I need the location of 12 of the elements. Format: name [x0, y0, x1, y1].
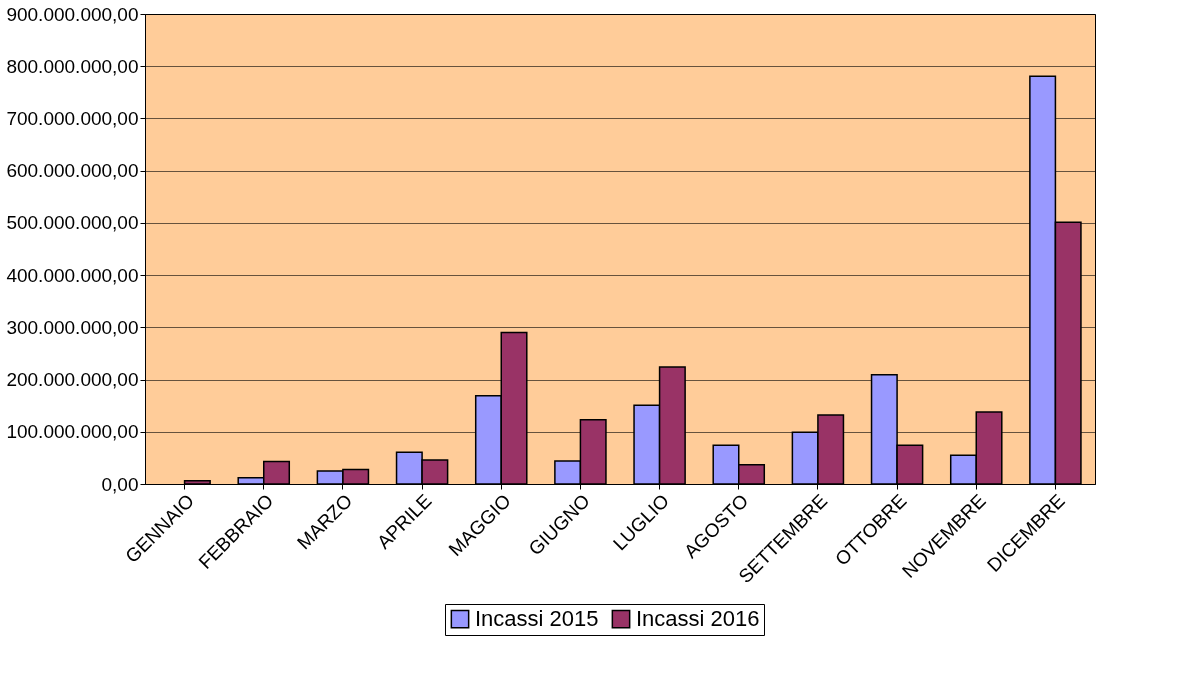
y-tick-label: 600.000.000,00 [6, 160, 139, 182]
y-tick-label: 100.000.000,00 [6, 421, 139, 443]
y-tick-label: 700.000.000,00 [6, 107, 139, 129]
y-tick-label: 800.000.000,00 [6, 55, 139, 77]
y-tick-label: 500.000.000,00 [6, 212, 139, 234]
y-tick-label: 900.000.000,00 [6, 3, 139, 25]
y-tick-label: 400.000.000,00 [6, 264, 139, 286]
y-tick-label: 0,00 [101, 473, 139, 495]
legend-label: Incassi 2015 [475, 606, 599, 632]
y-tick-label: 300.000.000,00 [6, 316, 139, 338]
legend-label: Incassi 2016 [636, 606, 760, 632]
y-tick-label: 200.000.000,00 [6, 369, 139, 391]
